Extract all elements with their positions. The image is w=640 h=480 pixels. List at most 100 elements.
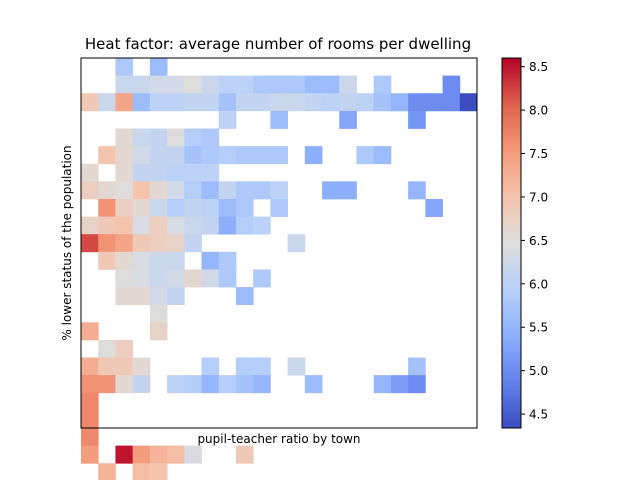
heatmap-cell [184,375,202,394]
heatmap-cell [98,198,116,217]
heatmap-cell [201,163,220,182]
heatmap-cell [201,198,220,217]
heatmap-cell [253,375,271,394]
y-axis-label: % lower status of the population [60,145,74,340]
heatmap-cell [132,287,151,306]
heatmap-cell [132,75,151,94]
heatmap-cell [149,269,168,288]
heatmap-cell [184,75,202,94]
heatmap-cell [149,181,168,200]
heatmap-cell [253,216,271,235]
heatmap-cell [132,445,151,464]
heatmap-cell [167,251,185,270]
heatmap-cell [253,181,271,200]
heatmap-cell [115,269,134,288]
heatmap-cell [408,375,426,394]
heatmap-cell [115,163,134,182]
heatmap-cell [132,269,151,288]
heatmap-cell [184,128,202,147]
heatmap-cell [287,234,306,253]
heatmap-cell [81,93,99,112]
heatmap-cell [253,75,271,94]
heatmap-cell [115,181,134,200]
colorbar-tick-label: 6.0 [529,277,548,291]
heatmap-cell [98,216,116,235]
heatmap-cell [115,146,134,165]
colorbar-tick-label: 8.0 [529,104,548,118]
heatmap-cell [408,181,426,200]
heatmap-cell [390,375,409,394]
heatmap-cell [459,93,478,112]
heatmap-cell [235,375,254,394]
heatmap-cell [98,146,116,165]
heatmap-cell [270,75,289,94]
heatmap-cells [81,58,478,480]
heatmap-cell [201,75,220,94]
heatmap-cell [81,163,99,182]
heatmap-cell [270,181,289,200]
heatmap-cell [304,93,323,112]
heatmap-cell [149,463,168,480]
heatmap-cell [149,146,168,165]
heatmap-cell [184,198,202,217]
heatmap-cell [115,445,134,464]
heatmap-cell [149,445,168,464]
chart-title: Heat factor: average number of rooms per… [85,35,471,53]
heatmap-cell [132,146,151,165]
heatmap-cell [201,128,220,147]
heatmap-cell [167,216,185,235]
heatmap-cell [287,93,306,112]
heatmap-cell [218,251,237,270]
heatmap-cell [132,357,151,376]
heatmap-cell [253,269,271,288]
colorbar-ticks: 4.5 5.0 5.5 6.0 6.5 7.0 7.5 8.0 8.5 [521,60,548,422]
heatmap-cell [253,146,271,165]
heatmap-cell [373,75,392,94]
heatmap-cell [115,339,134,358]
heatmap-cell [115,58,134,77]
colorbar-tick-label: 6.5 [529,234,548,248]
heatmap-cell [201,181,220,200]
heatmap-cell [167,146,185,165]
heatmap-cell [132,93,151,112]
heatmap-cell [167,75,185,94]
heatmap-cell [184,234,202,253]
heatmap-cell [270,198,289,217]
heatmap-cell [287,357,306,376]
heatmap-cell [149,93,168,112]
heatmap-cell [253,357,271,376]
heatmap-cell [218,216,237,235]
heatmap-cell [184,163,202,182]
heatmap-cell [408,110,426,129]
heatmap-cell [132,181,151,200]
heatmap-cell [235,445,254,464]
heatmap-cell [235,75,254,94]
heatmap-cell [235,181,254,200]
colorbar [501,57,522,429]
heatmap-cell [235,357,254,376]
heatmap-cell [115,287,134,306]
heatmap-cell [81,357,99,376]
heatmap-cell [356,146,375,165]
heatmap-cell [115,357,134,376]
heatmap-cell [235,287,254,306]
heatmap-cell [149,304,168,323]
heatmap-cell [167,198,185,217]
colorbar-tick-label: 4.5 [529,408,548,422]
heatmap-cell [149,75,168,94]
heatmap-cell [270,110,289,129]
plot-frame [80,57,478,429]
heatmap-cell [373,375,392,394]
heatmap-cell [81,428,99,447]
heatmap-cell [322,75,340,94]
heatmap-cell [270,93,289,112]
heatmap-cell [98,463,116,480]
colorbar-tick-label: 5.5 [529,321,548,335]
heatmap-cell [373,146,392,165]
heatmap-cell [115,93,134,112]
heatmap-cell [184,93,202,112]
heatmap-cell [201,216,220,235]
heatmap-cell [425,198,443,217]
heatmap-cell [201,93,220,112]
